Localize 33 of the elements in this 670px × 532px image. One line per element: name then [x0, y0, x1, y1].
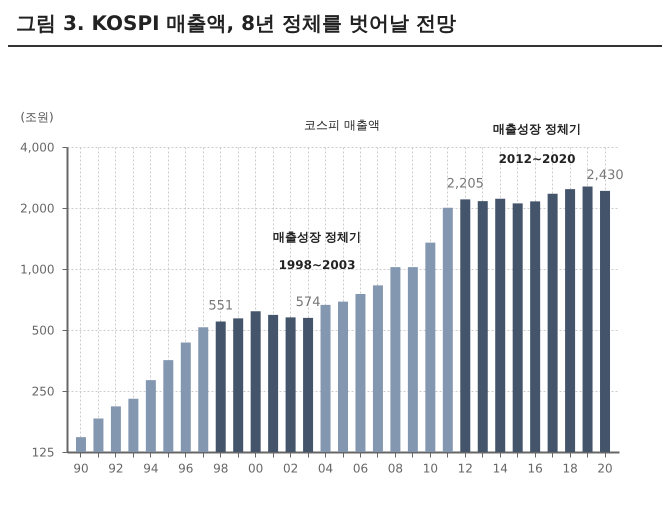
x-tick-label: 18 [562, 462, 578, 476]
x-tick-label: 20 [597, 462, 613, 476]
y-tick-label: 500 [32, 324, 54, 338]
data-label: 2,430 [586, 168, 624, 183]
x-tick-label: 04 [318, 462, 334, 476]
data-label: 574 [296, 294, 320, 310]
data-label: 2,205 [446, 176, 484, 192]
x-tick-label: 92 [108, 462, 124, 476]
text: 코스피 매출액 [304, 118, 380, 132]
y-tick-label: 4,000 [20, 140, 54, 154]
y-tick-label: 250 [32, 384, 54, 398]
chart-title: 그림 3. KOSPI 매출액, 8년 정체를 벗어날 전망 [8, 0, 662, 47]
y-tick-label: 1,000 [20, 262, 54, 276]
y-axis-title: (조원) [20, 110, 54, 124]
x-tick-label: 96 [178, 462, 194, 476]
x-tick-label: 00 [248, 462, 264, 476]
x-tick-label: 14 [492, 462, 508, 476]
annotation: 1998~2003 [278, 258, 356, 272]
x-tick-label: 02 [282, 462, 298, 476]
y-tick-label: 2,000 [20, 202, 54, 216]
x-tick-label: 94 [143, 462, 158, 476]
x-tick-label: 16 [528, 462, 543, 476]
x-tick-label: 12 [458, 462, 473, 476]
x-tick-label: 90 [73, 462, 89, 476]
annotation: 2012~2020 [498, 152, 576, 166]
annotation: 매출성장 정체기 [272, 230, 362, 244]
y-tick-label: 125 [32, 446, 54, 460]
text: 매출성장 정체기 [492, 122, 582, 136]
x-tick-label: 98 [213, 462, 228, 476]
data-label: 551 [208, 298, 234, 314]
x-tick-label: 10 [422, 462, 438, 476]
x-tick-label: 08 [388, 462, 404, 476]
x-tick-label: 06 [352, 462, 368, 476]
